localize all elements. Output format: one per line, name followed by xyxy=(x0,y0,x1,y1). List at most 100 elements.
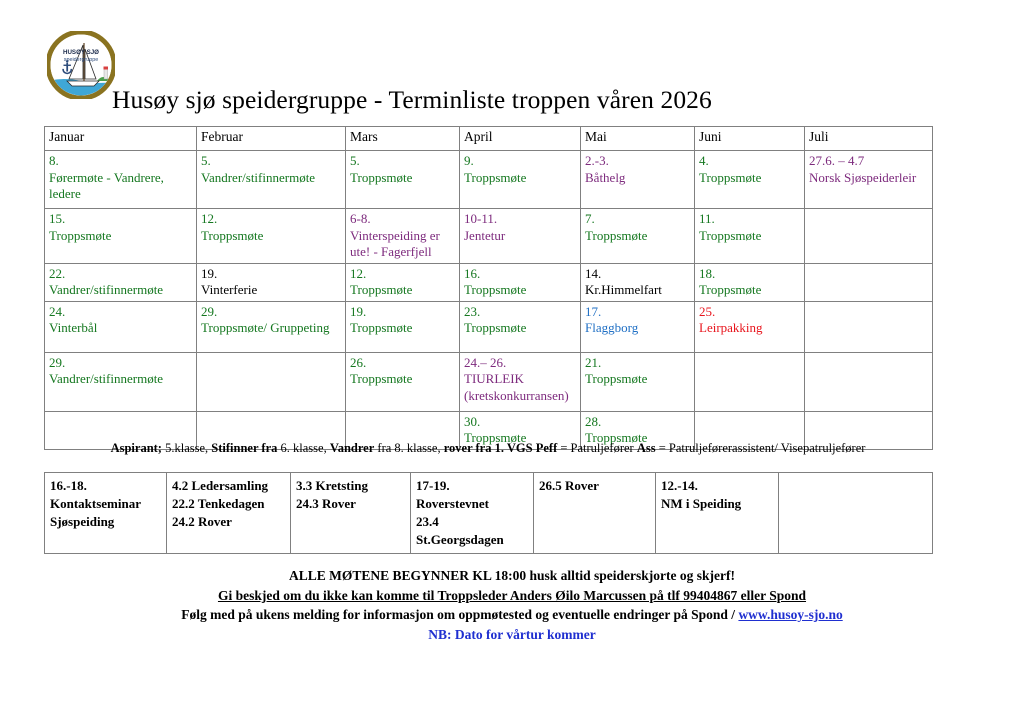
events-body: 16.-18. Kontaktseminar Sjøspeiding 4.2 Lede… xyxy=(44,472,933,554)
calendar-cell-line: TIURLEIK xyxy=(464,371,524,386)
calendar-cell-line: Troppsmøte/ Gruppeting xyxy=(201,320,330,335)
calendar-cell-line: (kretskonkurransen) xyxy=(464,387,569,403)
calendar-cell: 8. Førermøte - Vandrere, ledere xyxy=(44,150,197,209)
events-cell-line: 22.2 Tenkedagen xyxy=(172,496,265,511)
calendar-header-row: Januar Februar Mars April Mai Juni Juli xyxy=(44,126,933,151)
calendar-col-header-april: April xyxy=(459,126,581,151)
calendar-cell-line: Norsk Sjøspeiderleir xyxy=(809,169,917,185)
logo-text-line1: HUSØY SJØ xyxy=(63,49,99,56)
footer-weekly-info-text: Følg med på ukens melding for informasjo… xyxy=(181,607,739,622)
calendar-cell-line: 21. xyxy=(585,354,602,370)
page-header: HUSØY SJØ speidergruppe Husøy sjø speide… xyxy=(0,0,1024,126)
calendar-cell xyxy=(804,300,933,353)
calendar-cell: 7. Troppsmøte xyxy=(580,208,695,264)
footer-line-contact: Gi beskjed om du ikke kan komme til Trop… xyxy=(217,587,807,603)
calendar-cell-line: 17. xyxy=(585,303,602,319)
calendar-cell-line: Troppsmøte xyxy=(464,430,527,445)
calendar-cell-line: Leirpakking xyxy=(699,320,763,335)
calendar-cell-line: 15. xyxy=(49,211,66,226)
calendar-cell-line: Troppsmøte xyxy=(699,282,762,297)
legend-part: Aspirant; xyxy=(110,441,162,455)
calendar-cell-line: Troppsmøte xyxy=(201,227,264,243)
calendar-cell-line: 5. xyxy=(201,153,211,168)
legend-part: Stifinner fra xyxy=(211,441,278,455)
events-cell-line: 24.3 Rover xyxy=(296,496,356,511)
events-cell: 16.-18. Kontaktseminar Sjøspeiding xyxy=(44,472,167,554)
calendar-cell-line: 11. xyxy=(699,211,715,226)
calendar-cell-line: 5. xyxy=(350,153,360,168)
calendar-cell-line: 19. xyxy=(201,265,218,281)
page-title: Husøy sjø speidergruppe - Terminliste tr… xyxy=(112,85,712,114)
calendar-cell-line: Troppsmøte xyxy=(350,282,413,297)
website-link[interactable]: www.husoy-sjo.no xyxy=(738,607,843,622)
calendar-cell xyxy=(196,410,346,450)
calendar-cell: 24.– 26. TIURLEIK (kretskonkurransen) xyxy=(459,351,581,412)
calendar-cell-line: Vandrer/stifinnermøte xyxy=(49,371,164,386)
calendar-cell xyxy=(345,410,460,450)
calendar-cell: 28. Troppsmøte xyxy=(580,410,695,450)
calendar-cell xyxy=(804,351,933,412)
calendar-cell-line: 26. xyxy=(350,354,367,370)
calendar-cell-line: Troppsmøte xyxy=(585,227,648,243)
calendar-cell: 25. Leirpakking xyxy=(694,300,805,353)
calendar-cell: 9. Troppsmøte xyxy=(459,150,581,209)
calendar-col-header-februar: Februar xyxy=(196,126,346,151)
calendar-cell: 4. Troppsmøte xyxy=(694,150,805,209)
calendar-cell: 19. Troppsmøte xyxy=(345,300,460,353)
calendar-cell: 17. Flaggborg xyxy=(580,300,695,353)
calendar-cell xyxy=(44,410,197,450)
legend-part: Peff xyxy=(535,441,558,455)
legend-part: 5.klasse, xyxy=(161,441,212,455)
logo-artwork: HUSØY SJØ speidergruppe xyxy=(47,31,115,99)
calendar-cell-line: Kr.Himmelfart xyxy=(585,282,662,297)
legend-part: Vandrer xyxy=(329,441,375,455)
events-table: 16.-18. Kontaktseminar Sjøspeiding 4.2 Lede… xyxy=(44,472,933,554)
events-cell-line: 12.-14. xyxy=(661,478,698,493)
calendar-legend: Aspirant; 5.klasse, Stifinner fra 6. kla… xyxy=(44,440,932,456)
events-cell-line: 4.2 Ledersamling xyxy=(172,478,269,493)
calendar-cell: 6-8. Vinterspeiding er ute! - Fagerfjell xyxy=(345,208,460,264)
events-cell: 3.3 Kretsting 24.3 Rover xyxy=(290,472,411,554)
calendar-cell: 10-11. Jentetur xyxy=(459,208,581,264)
calendar-cell-line: Troppsmøte xyxy=(350,169,413,185)
footer-notes: ALLE MØTENE BEGYNNER KL 18:00 husk allti… xyxy=(0,566,1024,644)
calendar-cell-line: 25. xyxy=(699,303,716,319)
calendar-col-header-juli: Juli xyxy=(804,126,933,151)
events-row: 16.-18. Kontaktseminar Sjøspeiding 4.2 Lede… xyxy=(44,472,933,554)
calendar-cell-line: 12. xyxy=(350,265,367,281)
calendar-cell: 29. Vandrer/stifinnermøte xyxy=(44,351,197,412)
legend-part: 6. klasse, xyxy=(277,441,330,455)
legend-part: = Patruljeførerassistent/ Visepatruljefø… xyxy=(655,441,866,455)
calendar-cell xyxy=(196,351,346,412)
events-cell-line: 26.5 Rover xyxy=(539,478,599,493)
calendar-col-header-januar: Januar xyxy=(44,126,197,151)
calendar-col-header-juni: Juni xyxy=(694,126,805,151)
calendar-cell-line: 8. xyxy=(49,153,59,168)
calendar-cell-line: Vinterferie xyxy=(201,282,258,297)
events-cell-line: 16.-18. xyxy=(50,478,87,493)
calendar-cell-line: 29. xyxy=(201,303,218,319)
calendar-cell-line: 30. xyxy=(464,413,481,429)
calendar-cell: 19. Vinterferie xyxy=(196,262,346,302)
calendar-cell-line: 7. xyxy=(585,211,595,226)
calendar-cell-line: 4. xyxy=(699,153,709,168)
calendar-cell: 27.6. – 4.7 Norsk Sjøspeiderleir xyxy=(804,150,933,209)
calendar-cell-line: Troppsmøte xyxy=(49,227,112,243)
calendar-cell-line: Troppsmøte xyxy=(585,371,648,386)
calendar-cell: 12. Troppsmøte xyxy=(196,208,346,264)
calendar-row: 29. Vandrer/stifinnermøte 26. Troppsmøte 24.… xyxy=(44,351,933,412)
calendar-cell: 12. Troppsmøte xyxy=(345,262,460,302)
calendar-cell-line: Vandrer/stifinnermøte xyxy=(49,282,164,297)
calendar-cell: 11. Troppsmøte xyxy=(694,208,805,264)
calendar-cell: 23. Troppsmøte xyxy=(459,300,581,353)
calendar-cell-line: 18. xyxy=(699,265,716,281)
legend-part: = Patruljefører xyxy=(557,441,637,455)
calendar-cell-line: 23. xyxy=(464,303,481,319)
events-cell-line: NM i Speiding xyxy=(661,496,742,511)
husoy-sjo-speidergruppe-logo: HUSØY SJØ speidergruppe xyxy=(47,31,115,99)
calendar-cell xyxy=(804,410,933,450)
events-cell-line: Roverstevnet xyxy=(416,496,489,511)
calendar-cell-line: 10-11. xyxy=(464,211,498,226)
legend-part: Ass xyxy=(636,441,656,455)
calendar-row: 15. Troppsmøte 12. Troppsmøte 6-8. Vinterspei… xyxy=(44,208,933,264)
